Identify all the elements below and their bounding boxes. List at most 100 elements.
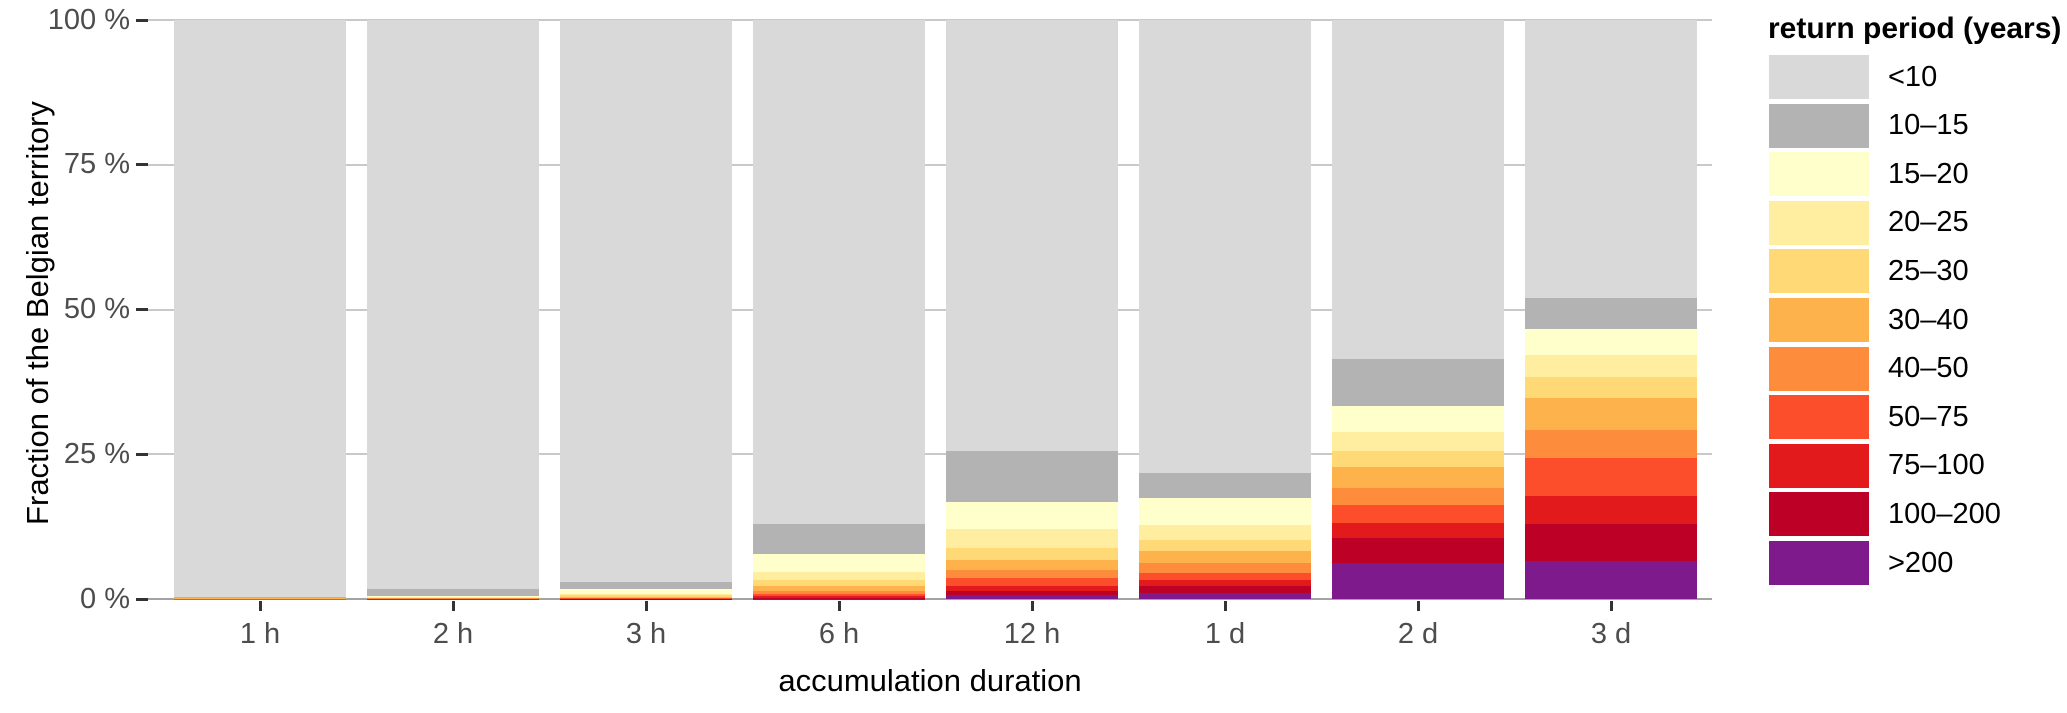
bar-12h <box>946 20 1118 599</box>
x-axis-tick <box>1223 601 1227 611</box>
bar-segment-40–50 <box>753 590 925 594</box>
bar-segment-<10 <box>174 20 346 598</box>
legend-items: <10 10–15 15–20 20–25 25–30 30–40 40–50 50–75 75… <box>1768 55 2063 600</box>
bar-segment-<10 <box>1332 20 1504 359</box>
x-tick-label: 1 d <box>1204 618 1246 650</box>
legend-item->200: >200 <box>1768 541 2063 589</box>
gridline-75 <box>148 163 1712 166</box>
bar-segment-15–20 <box>1139 498 1311 526</box>
bar-segment-15–20 <box>753 553 925 572</box>
legend-label: 75–100 <box>1888 449 1985 482</box>
gridline-100 <box>148 19 1712 21</box>
bar-segment-25–30 <box>946 547 1118 560</box>
bar-3h <box>560 20 732 599</box>
legend-item-75–100: 75–100 <box>1768 443 2063 492</box>
legend-swatch <box>1769 346 1869 391</box>
bar-segment-25–30 <box>753 579 925 586</box>
legend-label: <10 <box>1888 60 1938 93</box>
bar-segment-40–50 <box>946 569 1118 579</box>
bar-segment-20–25 <box>367 597 539 598</box>
legend-label: 15–20 <box>1888 157 1969 190</box>
bar-segment-50–75 <box>753 593 925 597</box>
bar-segment-10–15 <box>560 581 732 590</box>
x-axis-title: accumulation duration <box>778 663 1082 698</box>
bar-segment-<10 <box>367 20 539 589</box>
y-axis-tick <box>136 163 148 167</box>
bar-segment-10–15 <box>1139 473 1311 499</box>
x-tick-label: 12 h <box>1003 618 1061 650</box>
bar-segment-10–15 <box>1332 358 1504 406</box>
bar-segment-100–200 <box>753 597 925 599</box>
bar-segment-50–75 <box>946 578 1118 586</box>
bar-segment-30–40 <box>753 585 925 591</box>
legend-item-30–40: 30–40 <box>1768 298 2063 346</box>
bar-segment-30–40 <box>1525 398 1697 431</box>
bar-segment->200 <box>1525 560 1697 599</box>
bar-segment-30–40 <box>1332 466 1504 488</box>
bar-segment-10–15 <box>367 588 539 596</box>
gridline-50 <box>148 308 1712 311</box>
x-tick-label: 2 h <box>432 618 474 650</box>
legend-item-10–15: 10–15 <box>1768 103 2063 152</box>
bar-segment-20–25 <box>753 571 925 580</box>
bar-segment-75–100 <box>1139 580 1311 587</box>
bar-1h <box>174 20 346 599</box>
x-axis-tick <box>644 601 648 611</box>
legend-label: 100–200 <box>1888 497 2001 530</box>
bar-6h <box>753 20 925 599</box>
x-axis-tick <box>1416 601 1420 611</box>
bar-segment-40–50 <box>560 597 732 599</box>
legend-item-50–75: 50–75 <box>1768 395 2063 443</box>
legend-swatch <box>1769 200 1869 245</box>
legend-title: return period (years) <box>1768 12 2062 45</box>
bar-segment-100–200 <box>1525 524 1697 561</box>
x-axis-tick <box>1030 601 1034 611</box>
bar-segment-15–20 <box>1525 329 1697 356</box>
legend-item-25–30: 25–30 <box>1768 249 2063 297</box>
bar-segment-<10 <box>1525 20 1697 298</box>
x-axis-tick <box>1609 601 1613 611</box>
bar-segment-100–200 <box>946 590 1118 595</box>
bar-2h <box>367 20 539 599</box>
bar-segment-75–100 <box>753 596 925 598</box>
legend-swatch <box>1769 249 1869 294</box>
bar-segment-<10 <box>946 20 1118 452</box>
legend-label: 30–40 <box>1888 303 1969 336</box>
y-tick-label: 25 % <box>63 437 130 470</box>
bar-segment-50–75 <box>1525 457 1697 497</box>
legend-item-100–200: 100–200 <box>1768 492 2063 540</box>
bar-segment-25–30 <box>1332 451 1504 467</box>
legend-item-20–25: 20–25 <box>1768 200 2063 249</box>
bar-segment-15–20 <box>560 589 732 594</box>
y-tick-label: 100 % <box>47 3 130 36</box>
bar-segment-100–200 <box>1332 537 1504 564</box>
legend-label: 25–30 <box>1888 254 1969 287</box>
bar-segment-40–50 <box>1332 487 1504 505</box>
bar-1d <box>1139 20 1311 599</box>
gridline-25 <box>148 453 1712 456</box>
x-tick-label: 3 d <box>1590 618 1632 650</box>
bar-segment-50–75 <box>1139 572 1311 581</box>
legend-swatch <box>1769 395 1869 440</box>
bar-segment-10–15 <box>753 523 925 554</box>
legend: return period (years) <10 10–15 15–20 20–25… <box>1768 12 2063 600</box>
bar-segment-10–15 <box>946 451 1118 502</box>
legend-swatch <box>1769 152 1869 197</box>
bar-segment-15–20 <box>1332 405 1504 433</box>
bar-segment-20–25 <box>1332 432 1504 452</box>
y-tick-label: 50 % <box>63 293 130 325</box>
bar-segment-30–40 <box>560 596 732 598</box>
bar-segment-<10 <box>1139 20 1311 474</box>
bar-segment-20–25 <box>1525 355 1697 377</box>
bar-segment->200 <box>1139 592 1311 599</box>
bar-segment-25–30 <box>1139 539 1311 552</box>
legend-label: >200 <box>1888 546 1954 579</box>
y-axis-tick <box>136 452 148 456</box>
x-tick-label: 3 h <box>625 618 667 650</box>
legend-item-15–20: 15–20 <box>1768 152 2063 200</box>
bar-segment-100–200 <box>1139 586 1311 593</box>
x-tick-label: 1 h <box>239 618 281 650</box>
bar-segment-75–100 <box>1525 496 1697 525</box>
bar-segment-30–40 <box>1139 551 1311 564</box>
